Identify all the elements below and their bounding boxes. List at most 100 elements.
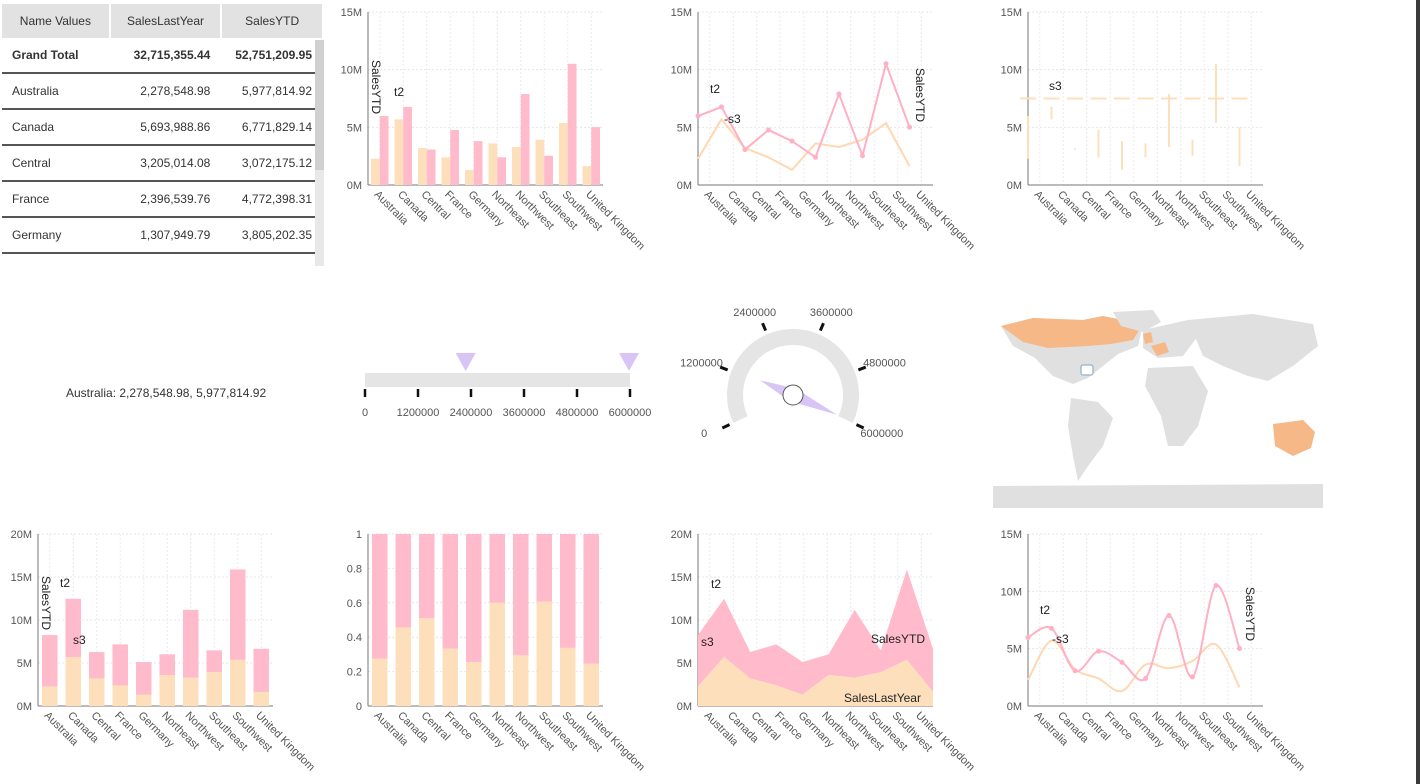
annotation-s3: s3 [1049,79,1062,93]
point-sales-ytd [742,147,748,153]
bar-sales-ytd [419,534,435,619]
cell-name: France [2,181,111,218]
area-sales-ytd [698,569,933,695]
table-row[interactable]: Central 3,205,014.08 3,072,175.12 [2,145,324,182]
bar-chart-grouped[interactable]: 0M5M10M15MAustraliaCanadaCentralFranceGe… [330,0,660,262]
gauge-tick-label: 0 [362,407,368,419]
bar-sales-ytd [489,534,505,603]
range-chart[interactable]: 0M5M10M15MAustraliaCanadaCentralFranceGe… [990,0,1320,262]
stacked-area-chart[interactable]: 0M5M10M15M20MAustraliaCanadaCentralFranc… [660,522,990,784]
map-africa [1145,366,1208,446]
gauge-tick [818,322,825,332]
world-map[interactable] [993,306,1323,508]
point-sales-ytd [766,127,771,133]
point-sales-ytd [1237,646,1242,652]
y-tick-label: 20M [671,529,692,541]
gauge-tick-label: 0 [701,428,707,440]
stacked-bar-chart[interactable]: 0M5M10M15M20MAustraliaCanadaCentralFranc… [0,522,330,784]
bar-sales-last-year [559,123,568,185]
map-greenland [1113,310,1161,332]
point-sales-ytd [1072,668,1078,674]
gauge-tick-label: 4800000 [863,358,906,370]
y-tick-label: 15M [1001,529,1022,541]
bar-sales-last-year [512,146,521,185]
cell-sales-last-year: 1,307,949.79 [109,217,223,254]
bar-sales-last-year [136,694,152,706]
gauge-marker [455,353,476,371]
y-tick-label: 1 [356,529,362,541]
summary-label: Australia: 2,278,548.98, 5,977,814.92 [66,386,267,400]
spline-chart[interactable]: 0M5M10M15MAustraliaCanadaCentralFranceGe… [990,522,1320,784]
y-tick-label: 20M [11,529,32,541]
data-table: Name Values SalesLastYear SalesYTD Grand… [2,4,324,254]
cell-sales-last-year: 2,396,539.76 [109,181,223,218]
y-tick-label: 5M [347,122,362,134]
bar-sales-last-year [65,657,81,706]
table-row-grand-total[interactable]: Grand Total 32,715,355.44 52,751,209.95 [2,38,324,74]
bar-sales-last-year [230,659,246,706]
gauge-marker [619,353,640,371]
column-header-sales-ytd[interactable]: SalesYTD [221,4,324,38]
point-sales-ytd [1025,634,1031,640]
gauge-tick-label: 6000000 [609,407,652,419]
bar-sales-ytd [379,116,389,185]
table-row[interactable]: Germany 1,307,949.79 3,805,202.35 [2,217,324,254]
column-header-sales-last-year[interactable]: SalesLastYear [109,4,223,38]
y-tick-label: 0.6 [347,598,362,610]
annotation-t2: t2 [711,577,721,591]
table-row[interactable]: France 2,396,539.76 4,772,398.31 [2,181,324,218]
bar-sales-ytd [112,644,128,686]
point-sales-ytd [1049,625,1054,631]
bar-sales-last-year [159,674,175,706]
cell-sales-last-year: 3,205,014.08 [109,145,223,182]
bar-sales-last-year [535,139,545,185]
bar-sales-ytd [403,106,412,185]
gauge-tick-label: 6000000 [860,428,903,440]
y-tick-label: 15M [671,572,692,584]
line-chart[interactable]: 0M5M10M15MAustraliaCanadaCentralFranceGe… [660,0,990,262]
gauge-tick-label: 3600000 [503,407,546,419]
linear-gauge[interactable]: 0 1200000 2400000 3600000 4800000 6000000 [355,345,660,425]
table-row[interactable]: Canada 5,693,988.86 6,771,829.14 [2,109,324,146]
annotation-t2: t2 [394,85,404,99]
bar-sales-ytd [560,534,576,648]
cell-sales-last-year: 5,693,988.86 [109,109,223,146]
bar-sales-last-year [183,677,199,706]
y-tick-label: 10M [671,615,692,627]
y-tick-label: 15M [341,7,362,19]
bar-sales-last-year [488,143,498,185]
bar-sales-ytd [426,149,436,185]
window-right-border [1416,0,1420,784]
cell-sales-ytd: 5,977,814.92 [221,73,324,110]
radial-gauge[interactable]: 0 1200000 2400000 3600000 4800000 6000000 [660,305,930,495]
bar-sales-ytd [136,662,152,695]
bar-sales-last-year [206,672,222,706]
bar-sales-ytd [544,155,553,185]
map-tooltip-icon [1080,364,1094,376]
point-sales-ytd [1166,613,1172,619]
table-body: Grand Total 32,715,355.44 52,751,209.95 Aus… [2,38,324,254]
y-tick-label: 15M [671,7,692,19]
bar-sales-last-year [513,655,529,706]
map-south-america [1068,398,1113,481]
column-header-name[interactable]: Name Values [2,4,111,38]
point-sales-ytd [860,153,865,159]
bar-sales-last-year [253,691,269,706]
point-sales-ytd [789,138,795,144]
cell-name: Central [2,145,111,182]
percent-stacked-bar-chart[interactable]: 00.20.40.60.81AustraliaCanadaCentralFran… [330,522,660,784]
bar-sales-ytd [520,94,530,185]
bar-sales-ytd [591,127,600,185]
bar-sales-ytd [372,534,388,659]
bar-sales-ytd [395,534,411,628]
bar-sales-ytd [497,157,506,185]
table-scrollbar[interactable] [315,40,324,266]
table-row[interactable]: Australia 2,278,548.98 5,977,814.92 [2,73,324,110]
bar-sales-last-year [560,647,576,706]
gauge-arc [727,329,859,423]
scrollbar-thumb[interactable] [315,40,324,170]
bar-sales-ytd [583,534,599,664]
annotation-s3: s3 [73,633,86,647]
bar-sales-ytd [450,129,459,185]
series-label-sales-ytd: SalesYTD [913,68,927,122]
